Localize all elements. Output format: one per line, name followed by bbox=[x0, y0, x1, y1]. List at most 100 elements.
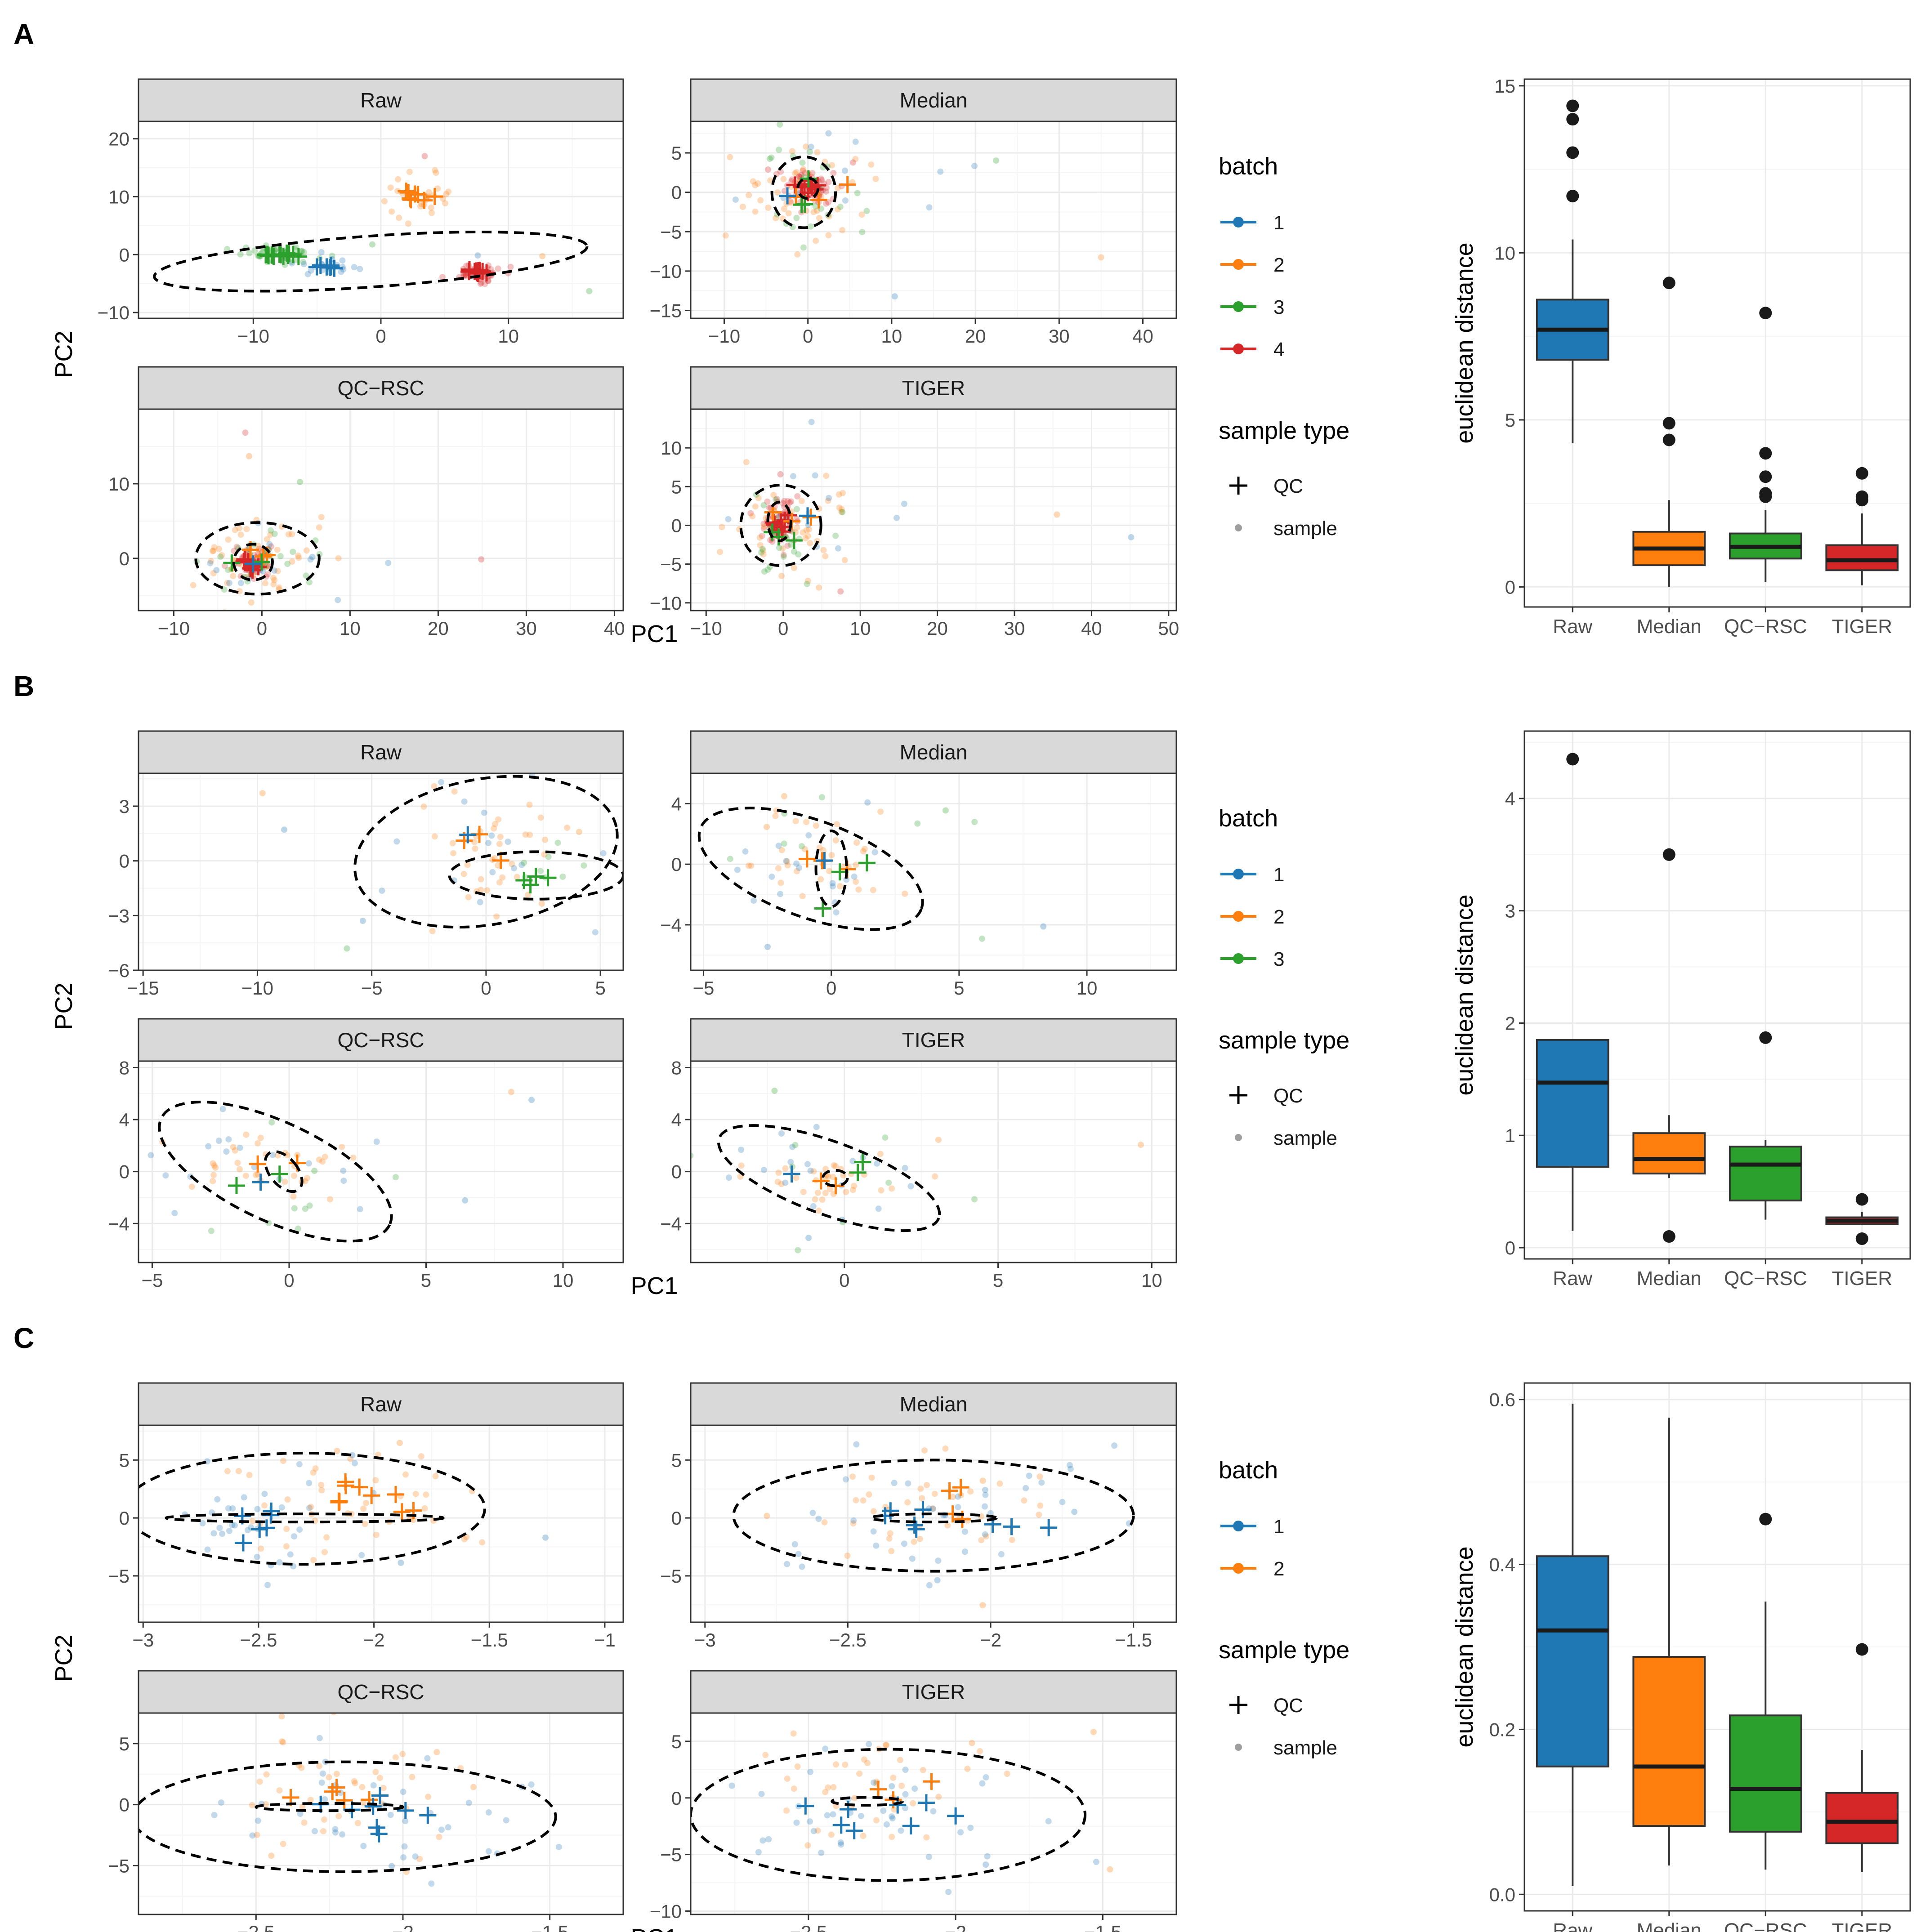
sample-point bbox=[305, 1160, 312, 1167]
x-tick-label: 0 bbox=[257, 618, 267, 639]
sample-point bbox=[389, 1863, 395, 1870]
legend-batch-dot bbox=[1233, 259, 1244, 270]
sample-point bbox=[261, 1490, 268, 1497]
sample-point bbox=[369, 241, 375, 248]
sample-point bbox=[773, 215, 779, 222]
y-tick-label: 0 bbox=[119, 1161, 130, 1182]
box-iqr bbox=[1536, 1555, 1609, 1767]
sample-point bbox=[998, 1551, 1005, 1557]
box-outlier bbox=[1759, 1513, 1772, 1526]
facet-raw: Raw −10 0 10 −10 0 10 20 bbox=[98, 78, 624, 347]
y-tick-label: 5 bbox=[671, 143, 682, 164]
sample-point bbox=[831, 1162, 837, 1169]
sample-point bbox=[800, 529, 806, 536]
facet-title: Raw bbox=[360, 1392, 402, 1416]
sample-point bbox=[210, 1172, 217, 1178]
plot-panel bbox=[138, 773, 623, 970]
sample-point bbox=[883, 1742, 889, 1749]
sample-point bbox=[889, 1815, 896, 1822]
y-tick-label: −10 bbox=[98, 302, 130, 323]
sample-point bbox=[237, 580, 244, 586]
sample-point bbox=[830, 1784, 837, 1790]
sample-point bbox=[983, 1861, 989, 1868]
sample-point bbox=[765, 166, 772, 173]
sample-point bbox=[907, 1183, 914, 1190]
y-tick-label: −5 bbox=[660, 554, 682, 575]
facet-title: Median bbox=[900, 741, 968, 764]
sample-point bbox=[887, 1530, 894, 1537]
sample-point bbox=[1026, 1472, 1032, 1479]
sample-point bbox=[528, 1097, 535, 1103]
sample-point bbox=[842, 197, 849, 204]
sample-point bbox=[416, 1856, 423, 1862]
sample-point bbox=[778, 1181, 785, 1187]
legend-batch-title: batch bbox=[1219, 153, 1278, 180]
sample-point bbox=[861, 1756, 867, 1763]
facet-strip bbox=[690, 1382, 1177, 1426]
sample-point bbox=[864, 1760, 871, 1767]
sample-point bbox=[819, 1196, 826, 1203]
sample-point bbox=[1107, 1866, 1113, 1873]
sample-point bbox=[791, 548, 798, 555]
panel-border bbox=[138, 1060, 624, 1263]
sample-point bbox=[465, 1799, 472, 1806]
sample-point bbox=[231, 1522, 238, 1529]
sample-point bbox=[803, 527, 810, 534]
sample-point bbox=[902, 1767, 909, 1773]
y-tick-label: 0 bbox=[671, 515, 682, 536]
sample-point bbox=[434, 185, 441, 192]
sample-point bbox=[259, 790, 266, 797]
sample-point bbox=[478, 556, 485, 563]
sample-point bbox=[732, 196, 739, 203]
sample-point bbox=[795, 1551, 802, 1557]
sample-point bbox=[248, 599, 255, 606]
sample-point bbox=[359, 1784, 366, 1790]
x-tick-label: −10 bbox=[241, 977, 273, 999]
sample-point bbox=[438, 1826, 445, 1833]
sample-point bbox=[858, 211, 865, 218]
sample-point bbox=[751, 897, 757, 904]
sample-point bbox=[870, 1508, 877, 1515]
sample-point bbox=[385, 560, 392, 567]
y-tick-label: 4 bbox=[119, 1109, 130, 1130]
sample-point bbox=[350, 1154, 357, 1161]
sample-point bbox=[935, 1137, 942, 1143]
y-tick-label: −5 bbox=[660, 1844, 682, 1865]
sample-point bbox=[809, 170, 816, 176]
sample-point bbox=[810, 1168, 817, 1175]
sample-point bbox=[747, 510, 754, 517]
sample-point bbox=[1021, 1497, 1028, 1504]
x-tick-label: −2.5 bbox=[790, 1922, 827, 1932]
sample-point bbox=[481, 809, 487, 816]
sample-point bbox=[277, 553, 284, 560]
sample-point bbox=[230, 573, 237, 580]
sample-point bbox=[555, 1843, 562, 1850]
sample-point bbox=[828, 852, 835, 859]
sample-point bbox=[389, 208, 395, 215]
sample-point bbox=[781, 840, 787, 847]
sample-point bbox=[208, 558, 214, 564]
sample-point bbox=[866, 1491, 872, 1498]
sample-point bbox=[964, 1766, 971, 1772]
box-category-label: Median bbox=[1637, 1919, 1702, 1932]
sample-point bbox=[339, 1831, 346, 1838]
sample-point bbox=[757, 197, 764, 204]
panel-border bbox=[138, 1712, 624, 1915]
sample-point bbox=[807, 540, 813, 547]
sample-point bbox=[289, 558, 295, 565]
facet-title: Raw bbox=[360, 741, 402, 764]
sample-point bbox=[271, 577, 278, 584]
sample-point bbox=[905, 1480, 911, 1487]
sample-point bbox=[237, 531, 244, 538]
sample-point bbox=[877, 1151, 884, 1157]
sample-point bbox=[296, 1461, 303, 1468]
sample-point bbox=[853, 839, 860, 846]
box-outlier bbox=[1662, 417, 1675, 430]
confidence-ellipse bbox=[739, 483, 822, 567]
sample-point bbox=[983, 1774, 989, 1781]
sample-point bbox=[793, 1174, 800, 1181]
y-tick-label: 0 bbox=[671, 854, 682, 875]
sample-point bbox=[210, 1178, 216, 1184]
sample-point bbox=[787, 198, 794, 205]
sample-point bbox=[832, 837, 839, 844]
